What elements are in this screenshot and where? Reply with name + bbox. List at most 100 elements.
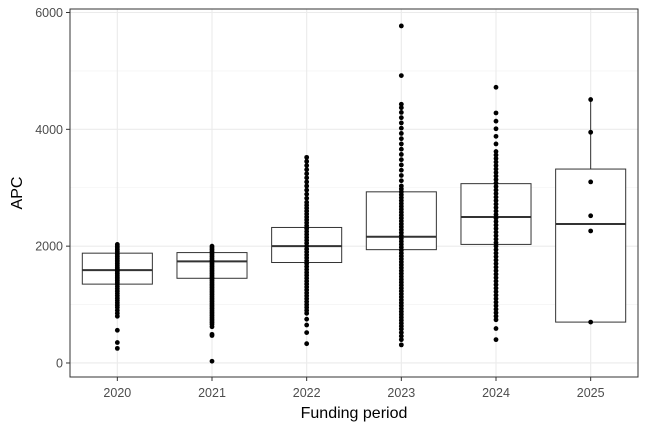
- minor-gridlines: [70, 70, 638, 305]
- data-point: [304, 316, 310, 322]
- data-point: [493, 226, 499, 232]
- major-gridlines: [70, 9, 638, 377]
- data-point: [398, 337, 404, 343]
- box-group: [81, 100, 627, 323]
- data-point: [493, 222, 499, 228]
- data-point: [588, 228, 594, 234]
- data-point: [493, 215, 499, 221]
- data-point: [493, 201, 499, 207]
- y-tick-label: 2000: [35, 240, 63, 254]
- data-point: [493, 84, 499, 90]
- data-point: [493, 299, 499, 305]
- data-point: [493, 233, 499, 239]
- data-point: [304, 159, 310, 164]
- data-point: [493, 254, 499, 260]
- data-point: [398, 136, 404, 142]
- data-point: [398, 115, 404, 121]
- y-tick-label: 6000: [35, 6, 63, 20]
- data-point: [493, 247, 499, 253]
- data-point: [493, 191, 499, 196]
- data-point: [493, 250, 499, 256]
- y-axis-title: APC: [9, 177, 26, 210]
- y-tick-label: 0: [56, 356, 63, 370]
- data-point: [304, 322, 310, 328]
- data-point: [114, 313, 120, 319]
- data-point: [493, 141, 499, 147]
- data-point: [493, 170, 499, 175]
- data-point: [493, 275, 499, 281]
- data-point: [493, 205, 499, 211]
- data-point: [588, 319, 594, 325]
- data-point: [493, 166, 499, 172]
- data-point: [493, 159, 499, 165]
- x-tick-label: 2022: [293, 386, 321, 400]
- data-point: [398, 101, 404, 107]
- data-point: [114, 340, 120, 345]
- data-point: [398, 326, 404, 332]
- data-point: [493, 180, 499, 186]
- data-point: [493, 303, 499, 309]
- x-tick-label: 2020: [103, 386, 131, 400]
- data-point: [493, 184, 499, 189]
- x-tick-label: 2023: [387, 386, 415, 400]
- data-point: [114, 345, 120, 351]
- data-point: [398, 333, 404, 339]
- data-point: [493, 292, 499, 298]
- x-tick-label: 2025: [577, 386, 605, 400]
- data-point: [493, 278, 499, 284]
- data-point: [398, 152, 404, 157]
- data-point: [304, 154, 310, 160]
- data-point: [493, 317, 499, 323]
- data-point: [398, 330, 404, 336]
- data-point: [493, 118, 499, 124]
- data-point: [398, 162, 404, 168]
- data-point: [304, 179, 310, 185]
- data-point: [493, 126, 499, 132]
- data-point: [493, 208, 499, 214]
- data-point: [398, 146, 404, 152]
- data-point: [209, 358, 215, 364]
- data-point: [588, 97, 594, 102]
- data-point: [493, 229, 499, 235]
- data-point: [398, 178, 404, 184]
- data-point: [493, 149, 499, 154]
- data-point: [493, 285, 499, 291]
- data-point: [588, 179, 594, 185]
- data-point: [493, 177, 499, 182]
- data-point: [493, 282, 499, 288]
- data-point: [304, 163, 310, 168]
- data-point: [493, 194, 499, 200]
- data-point: [493, 310, 499, 316]
- data-point: [493, 219, 499, 225]
- data-point: [209, 333, 215, 338]
- x-axis-title: Funding period: [301, 405, 408, 422]
- data-point: [209, 324, 215, 330]
- data-point: [398, 131, 404, 136]
- data-point: [493, 337, 499, 343]
- data-point: [493, 261, 499, 267]
- data-point: [493, 173, 499, 179]
- y-tick-label: 4000: [35, 123, 63, 137]
- plot-panel-border: [69, 8, 639, 378]
- data-point: [493, 156, 499, 161]
- data-point: [398, 109, 404, 115]
- data-point: [398, 120, 404, 126]
- data-point: [493, 110, 499, 116]
- data-point: [114, 327, 120, 333]
- data-point: [493, 236, 499, 242]
- data-point: [398, 173, 404, 178]
- data-point: [304, 175, 310, 181]
- data-point: [398, 105, 404, 111]
- data-point: [493, 240, 499, 246]
- data-point: [588, 129, 594, 135]
- data-point: [304, 191, 310, 197]
- y-axis: 0 2000 4000 6000: [35, 6, 70, 370]
- data-point: [493, 198, 499, 203]
- data-point: [304, 167, 310, 173]
- point-group: [114, 23, 594, 364]
- data-point: [493, 257, 499, 263]
- data-point: [493, 313, 499, 319]
- data-point: [304, 195, 310, 201]
- data-point: [398, 73, 404, 78]
